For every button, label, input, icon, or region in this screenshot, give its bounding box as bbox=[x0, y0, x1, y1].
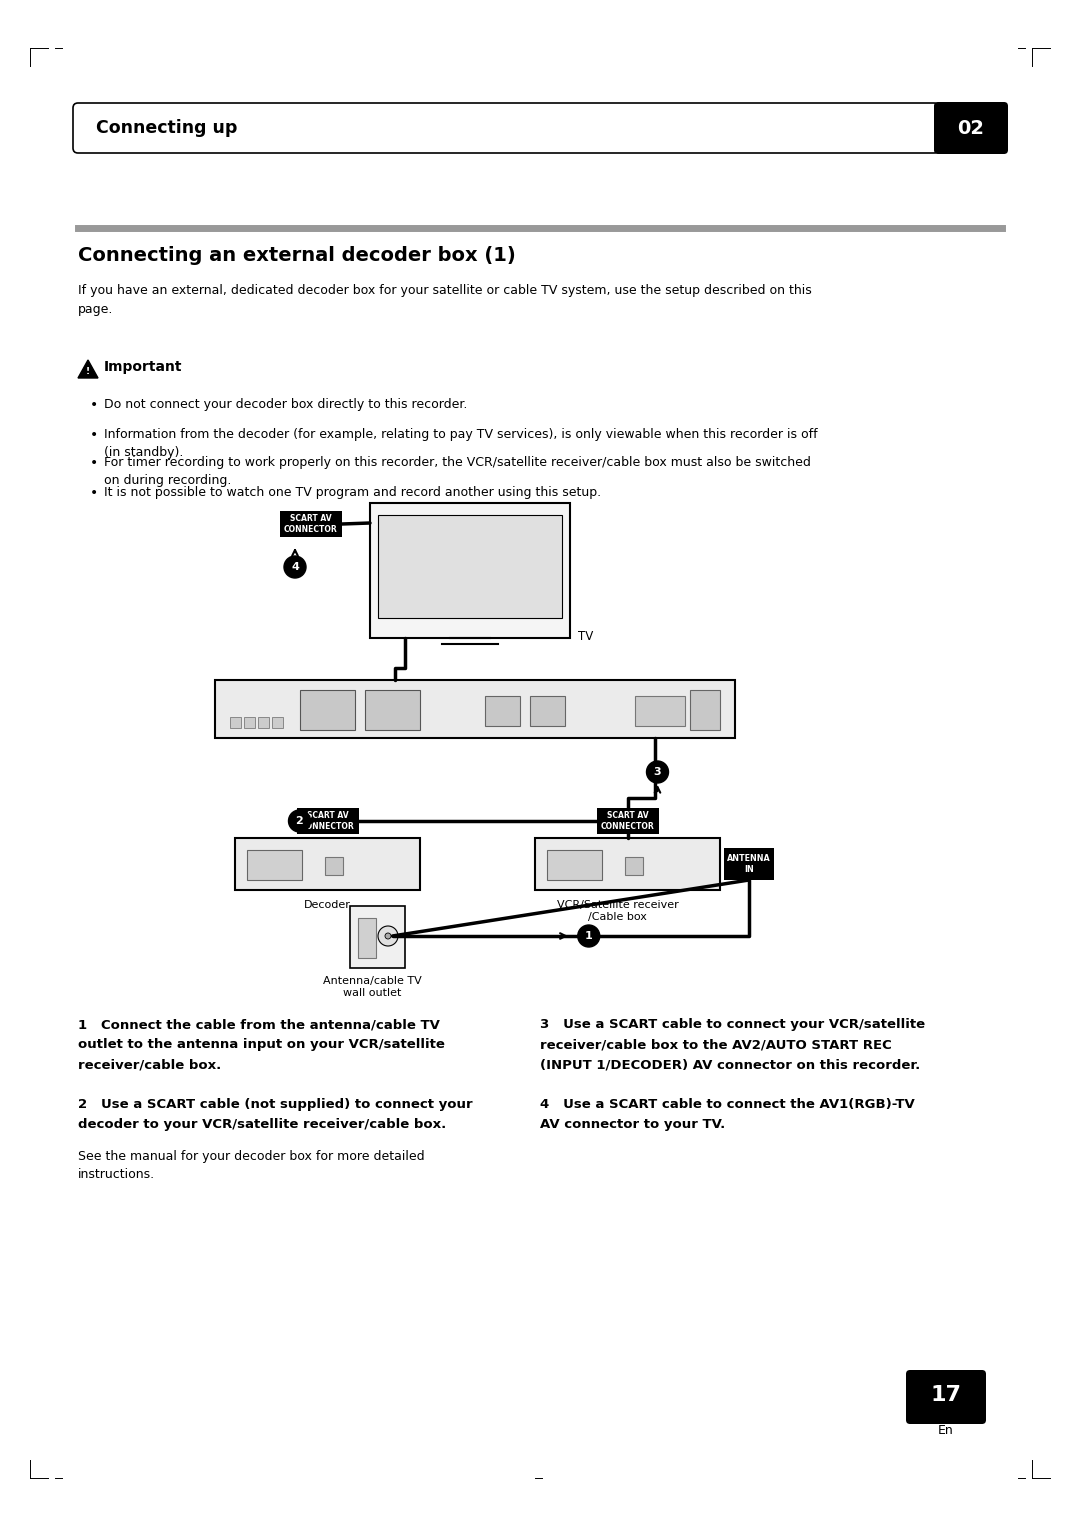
Text: TV: TV bbox=[578, 630, 593, 643]
Bar bbox=[378, 515, 562, 617]
Bar bbox=[485, 695, 519, 726]
Text: 2   Use a SCART cable (not supplied) to connect your: 2 Use a SCART cable (not supplied) to co… bbox=[78, 1099, 473, 1111]
Text: Antenna/cable TV: Antenna/cable TV bbox=[323, 976, 422, 986]
Text: See the manual for your decoder box for more detailed: See the manual for your decoder box for … bbox=[78, 1151, 424, 1163]
Text: wall outlet: wall outlet bbox=[343, 989, 402, 998]
Circle shape bbox=[284, 556, 306, 578]
Bar bbox=[625, 857, 643, 876]
Text: !: ! bbox=[86, 368, 90, 376]
Bar bbox=[297, 808, 359, 834]
Circle shape bbox=[384, 934, 391, 940]
Bar bbox=[280, 510, 342, 536]
Text: Connecting up: Connecting up bbox=[96, 119, 238, 138]
Bar bbox=[596, 808, 659, 834]
Text: SCART AV
CONNECTOR: SCART AV CONNECTOR bbox=[600, 811, 654, 831]
Text: Important: Important bbox=[104, 361, 183, 374]
Text: 2: 2 bbox=[296, 816, 303, 827]
Text: •: • bbox=[90, 486, 98, 500]
Text: AV connector to your TV.: AV connector to your TV. bbox=[540, 1118, 726, 1131]
Bar bbox=[244, 717, 255, 727]
Bar bbox=[690, 691, 720, 730]
Text: decoder to your VCR/satellite receiver/cable box.: decoder to your VCR/satellite receiver/c… bbox=[78, 1118, 446, 1131]
Text: 1: 1 bbox=[585, 931, 593, 941]
Bar bbox=[350, 906, 405, 969]
Text: If you have an external, dedicated decoder box for your satellite or cable TV sy: If you have an external, dedicated decod… bbox=[78, 284, 812, 315]
Bar bbox=[215, 680, 735, 738]
Text: Information from the decoder (for example, relating to pay TV services), is only: Information from the decoder (for exampl… bbox=[104, 428, 818, 458]
Bar bbox=[535, 837, 720, 889]
Circle shape bbox=[378, 926, 399, 946]
Text: Decoder: Decoder bbox=[305, 900, 351, 911]
Text: 3: 3 bbox=[653, 767, 661, 778]
Text: SCART AV
CONNECTOR: SCART AV CONNECTOR bbox=[300, 811, 354, 831]
Text: instructions.: instructions. bbox=[78, 1167, 156, 1181]
Polygon shape bbox=[78, 361, 98, 377]
Text: /Cable box: /Cable box bbox=[589, 912, 647, 921]
Circle shape bbox=[578, 924, 599, 947]
Bar bbox=[247, 850, 302, 880]
Text: En: En bbox=[939, 1424, 954, 1436]
FancyBboxPatch shape bbox=[906, 1371, 986, 1424]
Bar bbox=[272, 717, 283, 727]
Text: receiver/cable box to the AV2/AUTO START REC: receiver/cable box to the AV2/AUTO START… bbox=[540, 1038, 892, 1051]
Circle shape bbox=[288, 810, 311, 833]
Text: outlet to the antenna input on your VCR/satellite: outlet to the antenna input on your VCR/… bbox=[78, 1038, 445, 1051]
Bar bbox=[230, 717, 241, 727]
Bar bbox=[258, 717, 269, 727]
Text: •: • bbox=[90, 455, 98, 471]
Text: ANTENNA
IN: ANTENNA IN bbox=[727, 854, 771, 874]
Text: It is not possible to watch one TV program and record another using this setup.: It is not possible to watch one TV progr… bbox=[104, 486, 602, 500]
Text: For timer recording to work properly on this recorder, the VCR/satellite receive: For timer recording to work properly on … bbox=[104, 455, 811, 487]
Text: SCART AV
CONNECTOR: SCART AV CONNECTOR bbox=[284, 515, 338, 533]
Text: 02: 02 bbox=[958, 119, 985, 138]
Bar bbox=[530, 695, 565, 726]
FancyBboxPatch shape bbox=[934, 102, 1008, 154]
Bar bbox=[370, 503, 570, 639]
Text: •: • bbox=[90, 428, 98, 442]
Bar bbox=[546, 850, 602, 880]
Text: Connecting an external decoder box (1): Connecting an external decoder box (1) bbox=[78, 246, 516, 264]
Text: 4   Use a SCART cable to connect the AV1(RGB)-TV: 4 Use a SCART cable to connect the AV1(R… bbox=[540, 1099, 915, 1111]
Text: •: • bbox=[90, 397, 98, 413]
Text: 3   Use a SCART cable to connect your VCR/satellite: 3 Use a SCART cable to connect your VCR/… bbox=[540, 1018, 926, 1031]
Text: Do not connect your decoder box directly to this recorder.: Do not connect your decoder box directly… bbox=[104, 397, 468, 411]
Text: receiver/cable box.: receiver/cable box. bbox=[78, 1057, 221, 1071]
Text: VCR/Satellite receiver: VCR/Satellite receiver bbox=[556, 900, 678, 911]
Text: 4: 4 bbox=[292, 562, 299, 571]
Text: (INPUT 1/DECODER) AV connector on this recorder.: (INPUT 1/DECODER) AV connector on this r… bbox=[540, 1057, 920, 1071]
Bar bbox=[724, 848, 774, 880]
Bar bbox=[325, 857, 343, 876]
Text: 17: 17 bbox=[931, 1384, 961, 1406]
FancyBboxPatch shape bbox=[73, 102, 939, 153]
Bar bbox=[357, 918, 376, 958]
Text: 1   Connect the cable from the antenna/cable TV: 1 Connect the cable from the antenna/cab… bbox=[78, 1018, 440, 1031]
Bar bbox=[365, 691, 420, 730]
Circle shape bbox=[647, 761, 669, 782]
Bar bbox=[635, 695, 685, 726]
Bar bbox=[235, 837, 420, 889]
Bar bbox=[300, 691, 355, 730]
